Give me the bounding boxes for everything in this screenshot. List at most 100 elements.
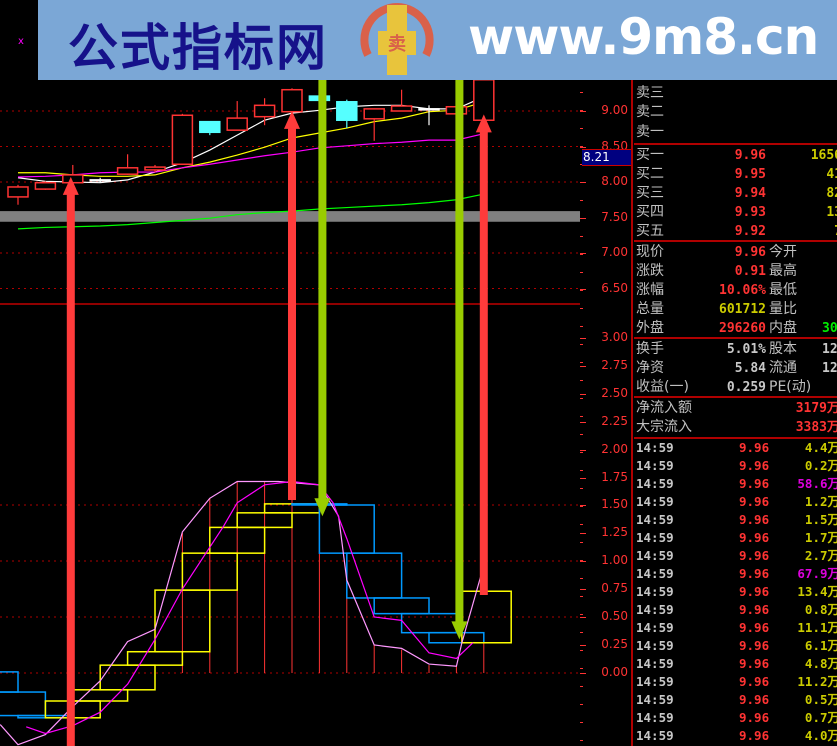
candle-up <box>226 117 248 131</box>
stat-label: 最高 <box>769 263 797 279</box>
axis-minor-tick <box>580 704 583 705</box>
axis-minor-tick <box>580 650 583 651</box>
level-label: 买四 <box>636 204 664 220</box>
axis-tick <box>580 561 586 563</box>
axis-tick <box>580 672 586 674</box>
sell-level-row: 卖二 <box>634 103 837 122</box>
finance-row: 收益(一) 0.259 PE(动) <box>634 378 837 397</box>
banner-url: www.9m8.cn <box>468 8 819 66</box>
stat-label: 涨跌 <box>636 263 664 279</box>
axis-minor-tick <box>580 182 583 183</box>
buy-signal-arrow-icon <box>62 176 79 746</box>
level-price: 9.96 <box>734 148 766 163</box>
axis-minor-tick <box>580 434 583 435</box>
moving-average-1 <box>17 96 485 184</box>
stat-row: 涨跌 0.91 最高 <box>634 262 837 281</box>
indicator-axis-label: 0.00 <box>601 664 628 679</box>
axis-minor-tick <box>580 596 583 597</box>
tick-price: 9.96 <box>739 620 770 635</box>
site-logo-icon: 卖 <box>360 3 434 75</box>
axis-minor-tick <box>580 308 583 309</box>
candle-up <box>473 79 495 121</box>
axis-minor-tick <box>580 452 583 453</box>
axis-tick <box>580 421 586 423</box>
kline-chart[interactable]: x <box>0 0 580 746</box>
divider <box>634 240 837 242</box>
axis-minor-tick <box>580 560 583 561</box>
tick-time: 14:59 <box>636 674 674 689</box>
tick-price: 9.96 <box>739 728 770 743</box>
tick-volume: 2.7万 <box>804 548 837 563</box>
tick-price: 9.96 <box>739 548 770 563</box>
tick-time: 14:59 <box>636 728 674 743</box>
tick-time: 14:59 <box>636 530 674 545</box>
axis-minor-tick <box>580 92 583 93</box>
axis-minor-tick <box>580 542 583 543</box>
tick-row: 14:59 9.96 11.1万 <box>634 619 837 637</box>
axis-minor-tick <box>580 236 583 237</box>
indicator-axis-label: 2.25 <box>601 413 628 428</box>
moving-average-2 <box>18 101 484 177</box>
tick-volume: 0.5万 <box>804 692 837 707</box>
sell-level-row: 卖三 <box>634 84 837 103</box>
candle-up <box>171 114 194 166</box>
tick-row: 14:59 9.96 67.9万 <box>634 565 837 583</box>
stat-label: 涨幅 <box>636 282 664 298</box>
price-axis-label: 7.00 <box>601 245 628 259</box>
stat-value: 30 <box>822 321 837 336</box>
tick-volume: 11.1万 <box>797 620 837 635</box>
axis-minor-tick <box>580 110 583 111</box>
stat-label: 外盘 <box>636 320 664 336</box>
stat-row: 总量 601712 量比 <box>634 300 837 319</box>
tick-price: 9.96 <box>739 674 770 689</box>
axis-minor-tick <box>580 272 583 273</box>
candle-down <box>199 120 221 134</box>
tick-row: 14:59 9.96 4.4万 <box>634 439 837 457</box>
stat-label: 量比 <box>769 301 797 317</box>
stat-value: 9.96 <box>734 245 766 260</box>
level-label: 买二 <box>636 166 664 182</box>
tick-row: 14:59 9.96 2.7万 <box>634 547 837 565</box>
flow-label: 大宗流入 <box>636 419 692 435</box>
price-axis-label: 7.50 <box>601 209 628 224</box>
tick-volume: 11.2万 <box>797 674 837 689</box>
tick-price: 9.96 <box>739 476 770 491</box>
finance-value: 5.84 <box>734 361 766 376</box>
flow-row: 大宗流入 3383万 <box>634 418 837 437</box>
tick-time: 14:59 <box>636 476 674 491</box>
buy-level-row: 买一 9.96 1656 <box>634 146 837 165</box>
tick-row: 14:59 9.96 6.1万 <box>634 637 837 655</box>
finance-label: 净资 <box>636 360 664 376</box>
flow-label: 净流入额 <box>636 400 692 416</box>
price-axis-label: 9.00 <box>601 103 628 117</box>
finance-row: 净资 5.84 流通 12 <box>634 359 837 378</box>
flow-row: 净流入额 3179万 <box>634 399 837 418</box>
axis-minor-tick <box>580 722 583 723</box>
candle-up <box>253 104 276 118</box>
tick-volume: 67.9万 <box>797 566 837 581</box>
axis-minor-tick <box>580 200 583 201</box>
axis-minor-tick <box>580 578 583 579</box>
level-label: 买五 <box>636 223 664 239</box>
level-volume: 13 <box>826 205 837 220</box>
tick-time: 14:59 <box>636 512 674 527</box>
finance-value: 12 <box>822 342 837 357</box>
price-axis: 9.00 8.50 8.00 7.50 7.00 6.50 3.00 2.75 2.50 2.25… <box>580 0 633 746</box>
indicator-box-down <box>0 691 47 717</box>
candle-up <box>116 167 139 175</box>
price-axis-label: 6.50 <box>601 280 628 295</box>
tick-price: 9.96 <box>739 584 770 599</box>
quote-panel: 卖四卖三卖二卖一买一9.961656买二9.9541买三9.9482买四9.93… <box>634 0 837 746</box>
tick-price: 9.96 <box>739 656 770 671</box>
finance-value: 12 <box>822 361 837 376</box>
tick-time: 14:59 <box>636 638 674 653</box>
buy-signal-arrow-icon <box>475 114 492 596</box>
tick-row: 14:59 9.96 0.5万 <box>634 691 837 709</box>
axis-minor-tick <box>580 524 583 525</box>
axis-tick <box>580 477 586 479</box>
finance-label: 股本 <box>769 341 797 357</box>
tick-row: 14:59 9.96 1.5万 <box>634 511 837 529</box>
tick-row: 14:59 9.96 0.7万 <box>634 709 837 727</box>
tick-volume: 4.8万 <box>804 656 837 671</box>
finance-label: 流通 <box>769 360 797 376</box>
